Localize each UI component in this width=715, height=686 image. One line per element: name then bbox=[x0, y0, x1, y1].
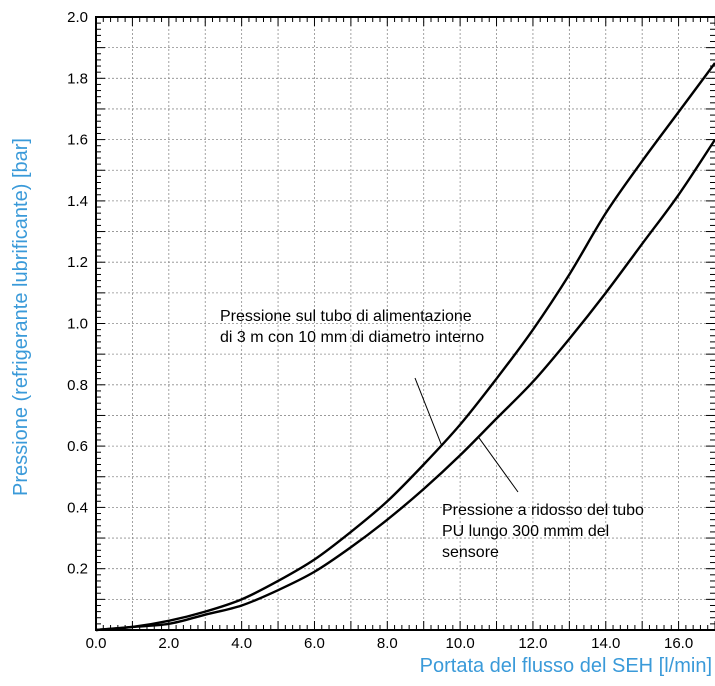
y-tick-label: 0.8 bbox=[67, 377, 88, 394]
x-tick-label: 6.0 bbox=[304, 635, 325, 652]
x-tick-label: 10.0 bbox=[446, 635, 475, 652]
x-tick-label: 12.0 bbox=[518, 635, 547, 652]
tick-label-layer: 0.0 2.0 4.0 6.0 8.0 10.0 12.0 14.0 16.0 0.2 0.4 0.6… bbox=[67, 9, 693, 652]
grid-layer bbox=[96, 17, 715, 630]
annotation-2-line: PU lungo 300 mmm del bbox=[442, 523, 609, 540]
annotation-1-line: di 3 m con 10 mm di diametro interno bbox=[220, 329, 484, 346]
y-tick-label: 1.4 bbox=[67, 193, 88, 210]
annotation-1-line: Pressione sul tubo di alimentazione bbox=[220, 308, 472, 325]
x-tick-label: 0.0 bbox=[86, 635, 107, 652]
series-line-2 bbox=[95, 138, 715, 632]
y-tick-label: 0.6 bbox=[67, 438, 88, 455]
plot-frame bbox=[95, 16, 715, 631]
y-axis-title: Pressione (refrigerante lubrificante) [b… bbox=[10, 138, 32, 496]
y-tick-label: 0.2 bbox=[67, 561, 88, 578]
annotation-2-line: sensore bbox=[442, 544, 499, 561]
series-line-1 bbox=[95, 62, 715, 632]
y-tick-label: 1.0 bbox=[67, 316, 88, 333]
x-tick-label: 14.0 bbox=[591, 635, 620, 652]
x-tick-label: 8.0 bbox=[377, 635, 398, 652]
annotation-leader-1 bbox=[414, 377, 443, 447]
annotation-2-line: Pressione a ridosso del tubo bbox=[442, 502, 644, 519]
annotation-leader-2 bbox=[477, 436, 519, 493]
x-tick-label: 4.0 bbox=[231, 635, 252, 652]
series-layer bbox=[95, 62, 715, 632]
x-axis-title: Portata del flusso del SEH [l/min] bbox=[420, 655, 712, 677]
annotation-layer: Pressione sul tubo di alimentazione di 3 … bbox=[220, 308, 644, 561]
y-tick-label: 1.2 bbox=[67, 254, 88, 271]
y-tick-label: 0.4 bbox=[67, 499, 88, 516]
x-tick-label: 2.0 bbox=[158, 635, 179, 652]
y-tick-label: 1.8 bbox=[67, 70, 88, 87]
y-tick-label: 1.6 bbox=[67, 132, 88, 149]
y-tick-label: 2.0 bbox=[67, 9, 88, 26]
x-tick-label: 16.0 bbox=[664, 635, 693, 652]
